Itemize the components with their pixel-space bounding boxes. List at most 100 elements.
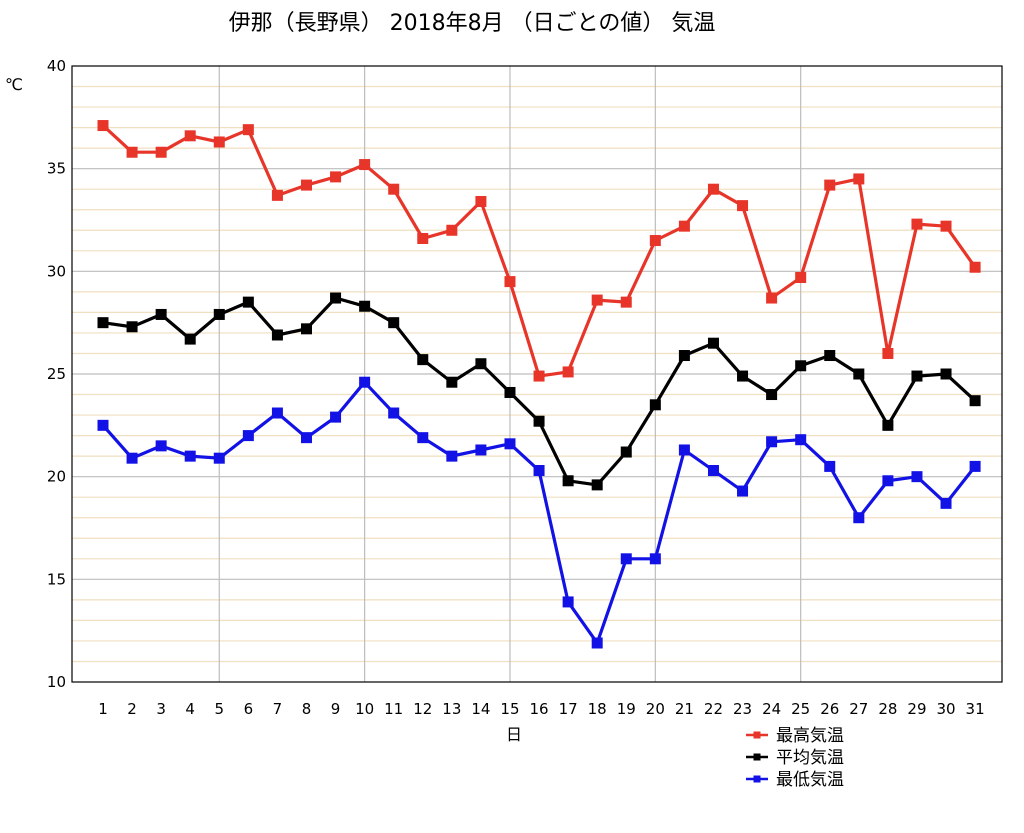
data-point bbox=[591, 294, 603, 306]
x-tick-label: 13 bbox=[442, 700, 461, 718]
data-point bbox=[213, 136, 225, 148]
data-point bbox=[97, 419, 109, 431]
data-point bbox=[97, 317, 109, 329]
data-point bbox=[300, 179, 312, 191]
x-tick-label: 21 bbox=[675, 700, 694, 718]
legend-label: 平均気温 bbox=[776, 748, 844, 768]
x-tick-label: 11 bbox=[384, 700, 403, 718]
y-tick-label: 10 bbox=[47, 673, 66, 691]
data-point bbox=[591, 637, 603, 649]
legend-marker bbox=[753, 775, 761, 783]
data-point bbox=[824, 350, 836, 362]
data-point bbox=[969, 395, 981, 407]
data-point bbox=[678, 220, 690, 232]
x-tick-label: 19 bbox=[617, 700, 636, 718]
y-axis-unit: ℃ bbox=[5, 75, 23, 94]
data-point bbox=[184, 130, 196, 142]
legend-item: 平均気温 bbox=[746, 748, 844, 768]
x-tick-label: 25 bbox=[791, 700, 810, 718]
y-tick-label: 40 bbox=[47, 57, 66, 75]
data-point bbox=[213, 308, 225, 320]
data-point bbox=[620, 553, 632, 565]
series-layer bbox=[97, 120, 981, 649]
data-point bbox=[475, 444, 487, 456]
data-point bbox=[940, 220, 952, 232]
data-point bbox=[678, 350, 690, 362]
data-point bbox=[737, 485, 749, 497]
x-tick-label: 4 bbox=[185, 700, 195, 718]
data-point bbox=[853, 173, 865, 185]
x-tick-label: 14 bbox=[471, 700, 490, 718]
data-point bbox=[271, 329, 283, 341]
x-tick-label: 2 bbox=[127, 700, 137, 718]
x-tick-label: 5 bbox=[215, 700, 225, 718]
data-point bbox=[300, 323, 312, 335]
data-point bbox=[824, 179, 836, 191]
data-point bbox=[969, 460, 981, 472]
x-tick-label: 27 bbox=[849, 700, 868, 718]
data-point bbox=[184, 333, 196, 345]
x-tick-label: 31 bbox=[966, 700, 985, 718]
data-point bbox=[388, 317, 400, 329]
x-tick-label: 12 bbox=[413, 700, 432, 718]
data-point bbox=[591, 479, 603, 491]
x-tick-label: 8 bbox=[302, 700, 312, 718]
data-point bbox=[737, 200, 749, 212]
x-tick-label: 23 bbox=[733, 700, 752, 718]
data-point bbox=[155, 440, 167, 452]
x-tick-label: 22 bbox=[704, 700, 723, 718]
data-point bbox=[271, 189, 283, 201]
chart-title: 伊那（長野県） 2018年8月 （日ごとの値） 気温 bbox=[229, 11, 716, 36]
y-tick-label: 25 bbox=[47, 365, 66, 383]
x-tick-label: 18 bbox=[588, 700, 607, 718]
x-tick-label: 24 bbox=[762, 700, 781, 718]
data-point bbox=[533, 465, 545, 477]
data-point bbox=[649, 399, 661, 411]
data-point bbox=[882, 475, 894, 487]
data-point bbox=[766, 389, 778, 401]
y-tick-label: 35 bbox=[47, 160, 66, 178]
data-point bbox=[388, 407, 400, 419]
data-point bbox=[649, 553, 661, 565]
legend-marker bbox=[753, 753, 761, 761]
data-point bbox=[388, 183, 400, 195]
y-tick-label: 30 bbox=[47, 262, 66, 280]
legend-marker bbox=[753, 731, 761, 739]
x-tick-label: 29 bbox=[907, 700, 926, 718]
legend-label: 最低気温 bbox=[776, 770, 844, 790]
legend-item: 最低気温 bbox=[746, 770, 844, 790]
data-point bbox=[940, 368, 952, 380]
data-point bbox=[504, 386, 516, 398]
data-point bbox=[126, 146, 138, 158]
data-point bbox=[795, 360, 807, 372]
data-point bbox=[330, 171, 342, 183]
data-point bbox=[97, 120, 109, 132]
x-tick-label: 17 bbox=[559, 700, 578, 718]
data-point bbox=[678, 444, 690, 456]
x-tick-label: 7 bbox=[273, 700, 283, 718]
x-axis-ticks: 1 2 3 4 5 6 7 8 9 10 11 12 13 14 15 16 17 18 19 20 21 22 23 24 2… bbox=[98, 700, 984, 718]
data-point bbox=[911, 471, 923, 483]
data-point bbox=[475, 196, 487, 208]
data-point bbox=[911, 218, 923, 230]
y-tick-label: 20 bbox=[47, 468, 66, 486]
data-point bbox=[824, 460, 836, 472]
data-point bbox=[853, 368, 865, 380]
data-point bbox=[359, 376, 371, 388]
data-point bbox=[126, 452, 138, 464]
x-tick-label: 3 bbox=[156, 700, 166, 718]
data-point bbox=[417, 432, 429, 444]
data-point bbox=[882, 419, 894, 431]
data-point bbox=[184, 450, 196, 462]
data-point bbox=[242, 430, 254, 442]
data-point bbox=[417, 232, 429, 244]
plot-border bbox=[71, 65, 1003, 683]
data-point bbox=[766, 436, 778, 448]
x-tick-label: 9 bbox=[331, 700, 341, 718]
data-point bbox=[475, 358, 487, 370]
x-tick-label: 1 bbox=[98, 700, 108, 718]
data-point bbox=[504, 438, 516, 450]
data-point bbox=[300, 432, 312, 444]
